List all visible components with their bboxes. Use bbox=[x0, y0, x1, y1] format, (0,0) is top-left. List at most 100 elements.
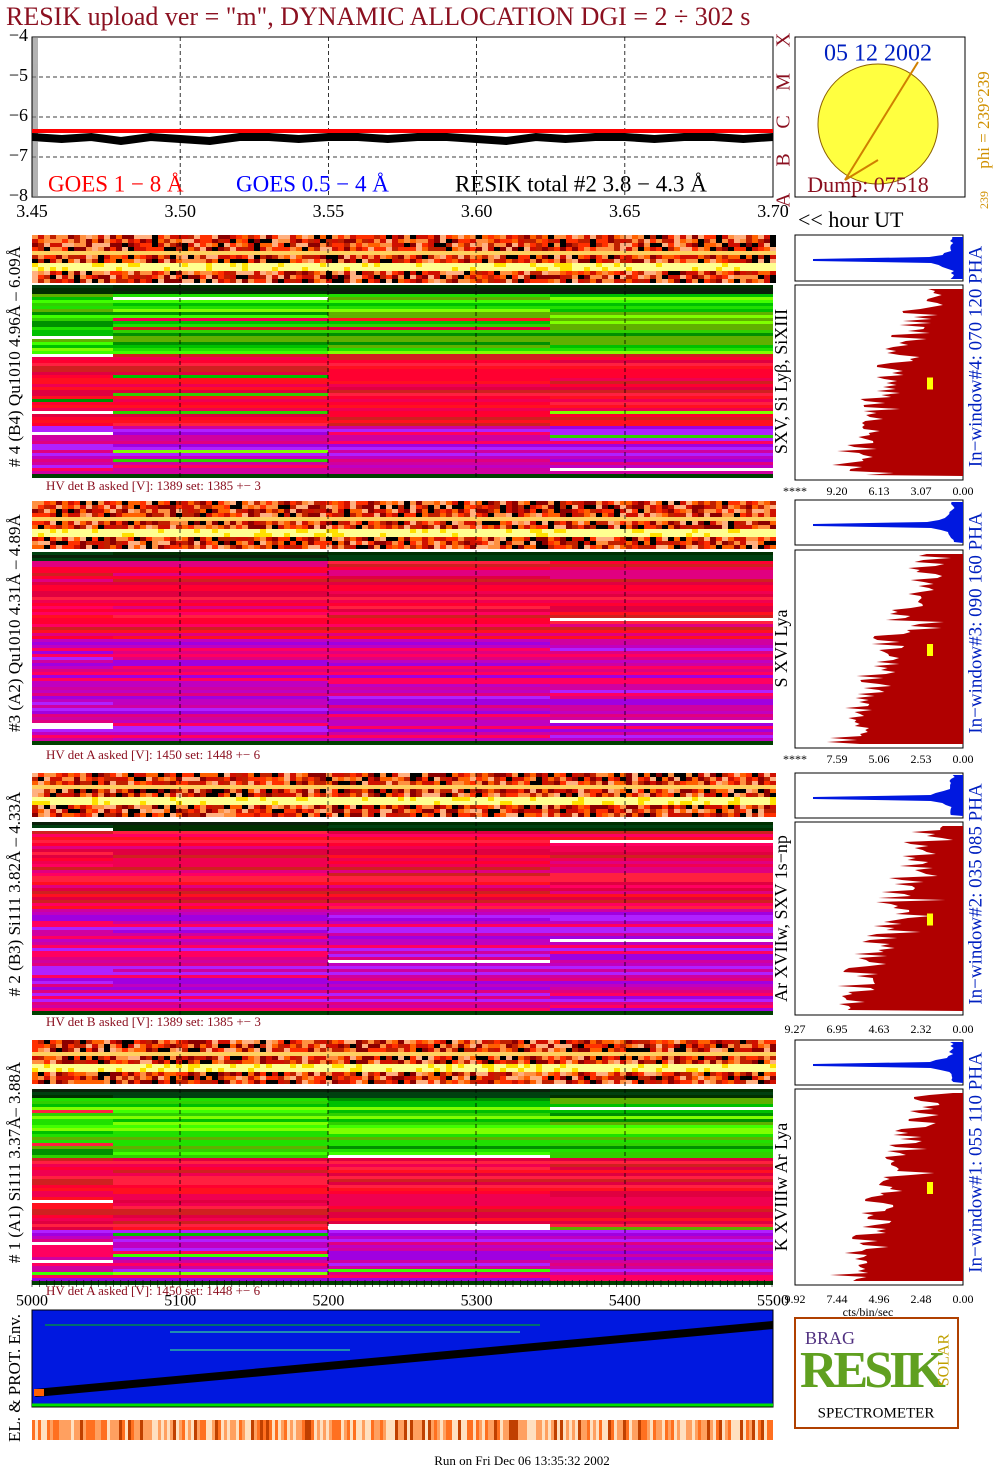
spectrogram-cell bbox=[98, 263, 104, 267]
spectrogram-cell bbox=[740, 267, 746, 271]
spectrogram-cell bbox=[716, 793, 722, 797]
spectrogram-cell bbox=[734, 525, 740, 529]
spectrogram-cell bbox=[578, 789, 584, 793]
spectrogram-cell bbox=[506, 501, 512, 505]
spectrogram-cell bbox=[302, 235, 308, 239]
spectrogram-cell bbox=[536, 541, 542, 545]
spectrogram-cell bbox=[44, 785, 50, 789]
spectrogram-row bbox=[550, 615, 773, 618]
spectrogram-cell bbox=[554, 501, 560, 505]
spectrogram-cell bbox=[362, 259, 368, 263]
spectrogram-cell bbox=[752, 537, 758, 541]
spectrogram-cell bbox=[404, 255, 410, 259]
spectrogram-cell bbox=[548, 773, 554, 777]
spectrogram-cell bbox=[320, 235, 326, 239]
spectrogram-cell bbox=[194, 501, 200, 505]
spectrogram-cell bbox=[44, 247, 50, 251]
spectrogram-cell bbox=[338, 813, 344, 817]
spectrogram-cell bbox=[704, 545, 710, 549]
spectrogram-cell bbox=[458, 533, 464, 537]
spectrogram-cell bbox=[350, 259, 356, 263]
spectrogram-row bbox=[113, 399, 328, 402]
spectrogram-cell bbox=[194, 251, 200, 255]
spectrogram-cell bbox=[602, 501, 608, 505]
spectrogram-cell bbox=[80, 785, 86, 789]
spectrogram-cell bbox=[320, 537, 326, 541]
spectrogram-row bbox=[32, 420, 113, 423]
spectrogram-cell bbox=[458, 279, 464, 283]
spectrogram-cell bbox=[632, 805, 638, 809]
spectrogram-cell bbox=[542, 279, 548, 283]
spectrogram-cell bbox=[146, 235, 152, 239]
spectrogram-cell bbox=[218, 501, 224, 505]
spectrogram-cell bbox=[374, 545, 380, 549]
spectrogram-cell bbox=[338, 541, 344, 545]
spectrogram-cell bbox=[674, 789, 680, 793]
spectrogram-cell bbox=[764, 251, 770, 255]
spectrogram-cell bbox=[404, 509, 410, 513]
spectrogram-cell bbox=[158, 247, 164, 251]
spectrogram-row bbox=[113, 678, 328, 681]
spectrogram-cell bbox=[236, 521, 242, 525]
spectrogram-row bbox=[32, 564, 113, 567]
spectrogram-cell bbox=[446, 279, 452, 283]
spectrogram-cell bbox=[314, 279, 320, 283]
spectrogram-cell bbox=[38, 781, 44, 785]
spectrogram-cell bbox=[476, 781, 482, 785]
spectrogram-cell bbox=[380, 247, 386, 251]
spectrogram-cell bbox=[128, 255, 134, 259]
spectrogram-cell bbox=[722, 279, 728, 283]
spectrogram-cell bbox=[368, 773, 374, 777]
spectrogram-cell bbox=[116, 235, 122, 239]
spectrogram-cell bbox=[458, 239, 464, 243]
spectrogram-cell bbox=[656, 809, 662, 813]
spectrogram-cell bbox=[584, 793, 590, 797]
spectrogram-cell bbox=[68, 789, 74, 793]
spectrogram-cell bbox=[290, 509, 296, 513]
spectrogram-cell bbox=[32, 797, 38, 801]
spectrogram-row bbox=[32, 585, 113, 588]
spectrogram-cell bbox=[512, 501, 518, 505]
spectrogram-cell bbox=[230, 777, 236, 781]
spectrogram-cell bbox=[134, 243, 140, 247]
spectrogram-cell bbox=[146, 275, 152, 279]
spectrogram-cell bbox=[764, 513, 770, 517]
spectrogram-cell bbox=[476, 805, 482, 809]
spectrogram-cell bbox=[608, 247, 614, 251]
spectrogram-cell bbox=[116, 537, 122, 541]
spectrogram-cell bbox=[368, 781, 374, 785]
spectrogram-cell bbox=[698, 513, 704, 517]
spectrogram-cell bbox=[386, 517, 392, 521]
spectrogram-cell bbox=[560, 805, 566, 809]
spectrogram-cell bbox=[248, 247, 254, 251]
spectrogram-cell bbox=[716, 809, 722, 813]
spectrogram-cell bbox=[206, 505, 212, 509]
spectrogram-cell bbox=[206, 541, 212, 545]
spectrogram-cell bbox=[434, 267, 440, 271]
y-tick-label: −6 bbox=[9, 105, 28, 125]
spectrogram-cell bbox=[464, 505, 470, 509]
spectrogram-cell bbox=[332, 797, 338, 801]
spectrogram-cell bbox=[86, 793, 92, 797]
spectrogram-cell bbox=[182, 533, 188, 537]
spectrogram-cell bbox=[56, 801, 62, 805]
spectrogram-cell bbox=[518, 785, 524, 789]
spectrogram-cell bbox=[314, 513, 320, 517]
spectrogram-cell bbox=[566, 545, 572, 549]
spectrogram-cell bbox=[758, 533, 764, 537]
spectrogram-cell bbox=[350, 813, 356, 817]
spectrogram-cell bbox=[548, 785, 554, 789]
spectrogram-row bbox=[550, 411, 773, 414]
spectrogram-cell bbox=[200, 247, 206, 251]
spectrogram-cell bbox=[32, 521, 38, 525]
spectrogram-cell bbox=[452, 541, 458, 545]
spectrogram-cell bbox=[362, 809, 368, 813]
spectrogram-cell bbox=[74, 255, 80, 259]
spectrogram-cell bbox=[530, 529, 536, 533]
spectrogram-cell bbox=[308, 267, 314, 271]
spectrogram-cell bbox=[614, 533, 620, 537]
spectrogram-cell bbox=[104, 533, 110, 537]
spectrogram-cell bbox=[488, 259, 494, 263]
spectrogram-cell bbox=[386, 773, 392, 777]
spectrogram-cell bbox=[500, 805, 506, 809]
